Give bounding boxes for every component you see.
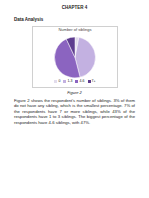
html-text:7+: 7+	[91, 79, 96, 83]
html-text:1-3: 1-3	[67, 79, 73, 83]
html-text:Figure 2: Figure 2	[67, 90, 82, 95]
html-text:0: 0	[58, 79, 61, 83]
html-text:Figure 2 shows the respondent': Figure 2 shows the respondent's number o…	[14, 98, 135, 125]
svg-text:Number of siblings: Number of siblings	[58, 27, 91, 32]
html-text:CHAPTER 4: CHAPTER 4	[61, 5, 88, 10]
html-text:Data Analysis: Data Analysis	[14, 17, 44, 22]
html-text:4-6: 4-6	[79, 79, 85, 83]
